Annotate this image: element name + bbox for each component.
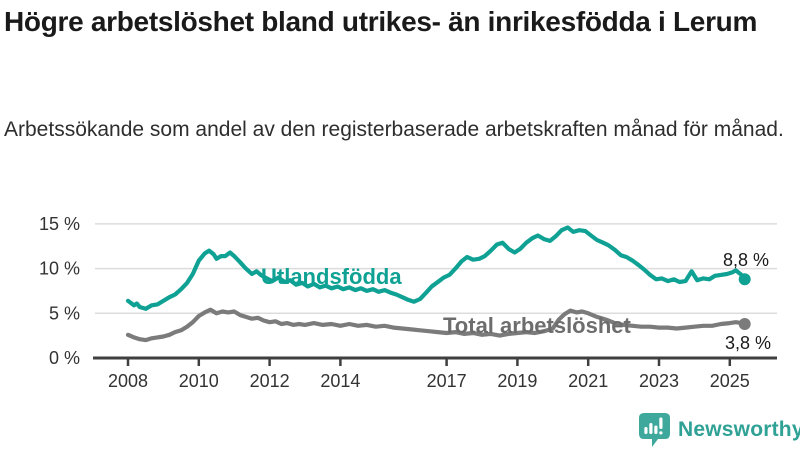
x-tick-label: 2021 <box>568 371 608 391</box>
page-title: Högre arbetslöshet bland utrikes- än inr… <box>4 6 758 37</box>
end-value-label-total: 3,8 % <box>725 333 772 353</box>
series-end-dot-total-arbetsl-shet <box>738 318 751 330</box>
y-tick-label: 15 % <box>39 214 80 234</box>
y-tick-label: 10 % <box>39 259 80 279</box>
x-tick-label: 2008 <box>108 371 148 391</box>
x-tick-label: 2023 <box>639 371 679 391</box>
series-line-utlandsf-dda <box>125 225 747 311</box>
end-value-label-utlandsfodda: 8,8 % <box>723 250 770 270</box>
series-line-total-arbetsl-shet <box>125 307 747 343</box>
brand-name: Newsworthy <box>678 418 800 441</box>
x-tick-label: 2012 <box>250 371 290 391</box>
series-end-dot-utlandsf-dda <box>738 273 751 286</box>
x-tick-label: 2017 <box>427 371 467 391</box>
x-tick-label: 2019 <box>497 371 537 391</box>
x-tick-label: 2010 <box>179 371 219 391</box>
y-tick-label: 5 % <box>49 303 80 323</box>
chart-subtitle: Arbetssökande som andel av den registerb… <box>4 118 784 141</box>
x-tick-label: 2025 <box>710 371 750 391</box>
newsworthy-logo[interactable]: Newsworthy <box>638 412 800 448</box>
series-label-total-arbetsloshet: Total arbetslöshet <box>443 313 631 338</box>
x-tick-label: 2014 <box>320 371 360 391</box>
bar-chart-speech-bubble-icon <box>639 413 670 447</box>
series-label-utlandsfodda: Utlandsfödda <box>261 264 402 289</box>
y-tick-label: 0 % <box>49 348 80 368</box>
